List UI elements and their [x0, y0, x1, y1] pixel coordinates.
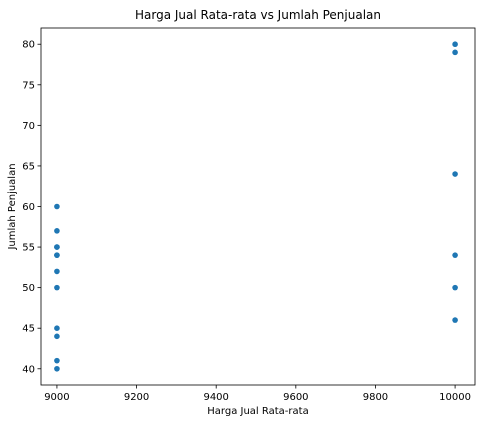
- y-tick-label: 65: [22, 161, 35, 172]
- scatter-point: [54, 325, 60, 332]
- scatter-point: [54, 284, 60, 291]
- scatter-point: [452, 171, 458, 177]
- y-tick-label: 55: [22, 243, 35, 254]
- y-tick-label: 45: [22, 324, 35, 335]
- scatter-point: [54, 228, 60, 234]
- y-tick-label: 60: [22, 202, 35, 213]
- scatter-point: [54, 268, 60, 275]
- scatter-point: [54, 203, 60, 210]
- x-tick-label: 9600: [283, 392, 308, 403]
- chart-title: Harga Jual Rata-rata vs Jumlah Penjualan: [135, 8, 381, 22]
- scatter-point: [54, 333, 60, 340]
- scatter-point: [452, 317, 458, 323]
- y-axis: 40 45 50 55 60 65 70 75 80: [22, 40, 41, 375]
- data-points: [54, 41, 458, 372]
- scatter-point: [54, 252, 60, 258]
- y-tick-label: 50: [22, 283, 35, 294]
- y-axis-label: Jumlah Penjualan: [7, 163, 18, 250]
- scatter-point: [452, 284, 458, 291]
- y-tick-label: 80: [22, 40, 35, 51]
- x-axis-label: Harga Jual Rata-rata: [207, 406, 308, 417]
- scatter-point: [452, 49, 458, 56]
- x-tick-label: 9200: [124, 392, 149, 403]
- x-axis: 9000 9200 9400 9600 9800 10000: [44, 385, 471, 403]
- scatter-point: [54, 357, 60, 364]
- y-tick-label: 75: [22, 80, 35, 91]
- scatter-point: [54, 365, 60, 372]
- x-tick-label: 9800: [363, 392, 388, 403]
- x-tick-label: 10000: [439, 392, 471, 403]
- scatter-point: [452, 252, 458, 258]
- scatter-point: [452, 41, 458, 48]
- plot-area: [40, 27, 476, 386]
- x-tick-label: 9000: [44, 392, 69, 403]
- y-tick-label: 40: [22, 364, 35, 375]
- scatter-point: [54, 244, 60, 250]
- x-tick-label: 9400: [203, 392, 228, 403]
- y-tick-label: 70: [22, 121, 35, 132]
